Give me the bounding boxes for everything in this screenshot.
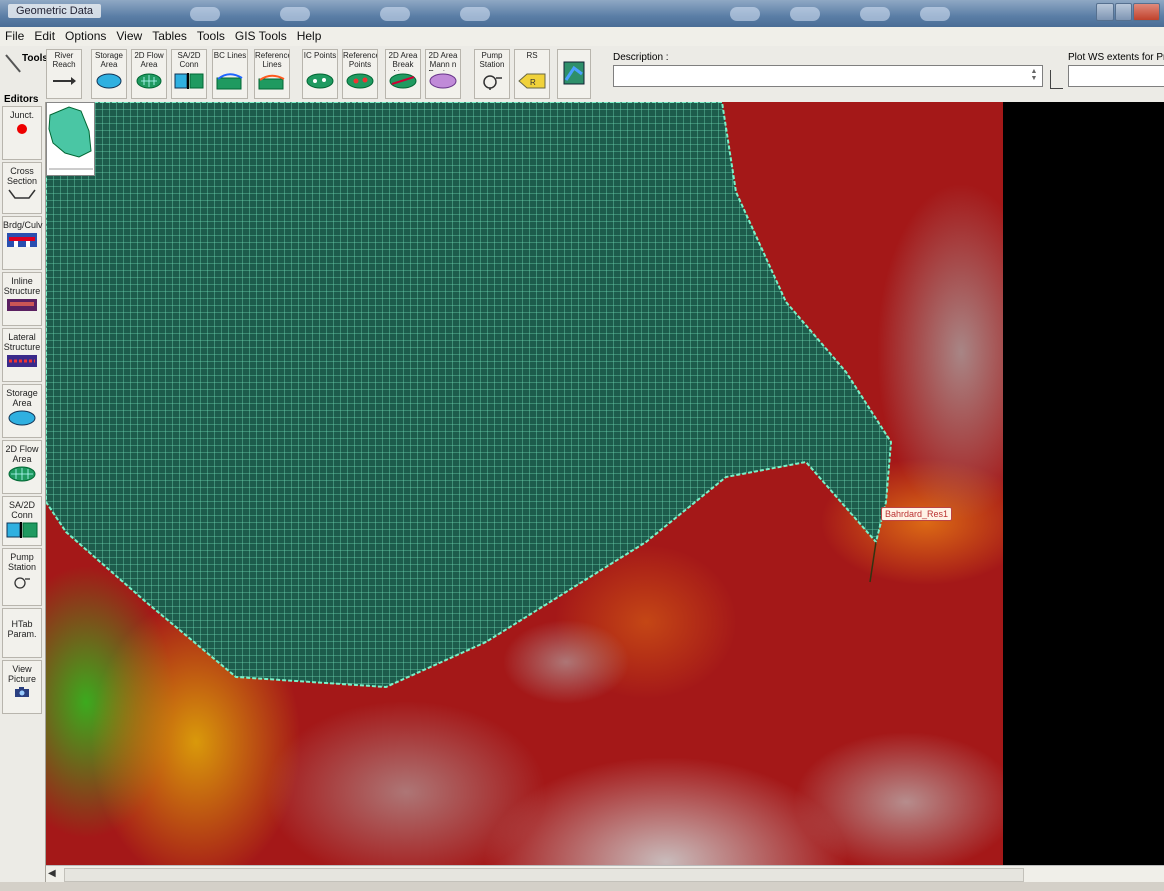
taskbar-icons: [180, 5, 964, 23]
cross-section-icon: [8, 189, 36, 199]
pump-station-editor-button[interactable]: Pump Station: [2, 548, 42, 606]
junction-icon: [17, 124, 27, 134]
plot-ws-label: Plot WS extents for Pro: [1068, 52, 1164, 63]
menu-file[interactable]: File: [5, 29, 25, 43]
reference-points-button[interactable]: Reference Points: [342, 49, 378, 99]
menu-tables[interactable]: Tables: [152, 29, 187, 43]
bridge-culvert-icon: [7, 233, 37, 247]
lateral-structure-icon: [7, 355, 37, 367]
sa-2d-conn-editor-button[interactable]: SA/2D Conn: [2, 496, 42, 546]
description-spinner[interactable]: ▲ ▼: [1030, 68, 1038, 82]
overview-map-icon: [48, 106, 93, 170]
htab-param-editor-button[interactable]: HTab Param.: [2, 608, 42, 658]
river-centerline: [869, 541, 877, 583]
junction-editor-button[interactable]: Junct.: [2, 106, 42, 160]
2d-flow-area-editor-icon: [8, 466, 36, 482]
reference-lines-icon: [258, 74, 285, 90]
unused-map-area: [1003, 102, 1164, 865]
scroll-thumb[interactable]: [64, 868, 1024, 882]
pointer-line-icon: [5, 54, 21, 73]
rs-icon: R: [518, 73, 546, 89]
flow-area-label[interactable]: Bahrdard_Res1: [881, 507, 953, 521]
2d-area-break-lines-icon: [389, 73, 417, 89]
menu-help[interactable]: Help: [296, 29, 322, 43]
plot-ws-input[interactable]: [1068, 65, 1164, 87]
terrain-overlay: [46, 102, 893, 689]
bc-lines-button[interactable]: BC Lines: [212, 49, 248, 99]
mann-n-regions-icon: [429, 73, 457, 89]
menu-tools[interactable]: Tools: [196, 29, 225, 43]
tools-label: Tools: [22, 53, 48, 64]
bc-lines-icon: [216, 73, 243, 90]
tools-label-area: Tools: [4, 48, 48, 100]
pump-station-icon: [483, 75, 502, 90]
river-reach-icon: [53, 77, 76, 85]
2d-area-break-lines-button[interactable]: 2D Area Break Lines: [385, 49, 421, 99]
editors-label: Editors: [4, 94, 39, 105]
sa-2d-conn-editor-icon: [6, 522, 38, 538]
sa-2d-conn-button[interactable]: SA/2D Conn: [171, 49, 207, 99]
pump-station-editor-icon: [14, 577, 30, 589]
ic-points-button[interactable]: IC Points: [302, 49, 338, 99]
2d-flow-area-mesh[interactable]: [46, 102, 893, 689]
reference-lines-button[interactable]: Reference Lines: [254, 49, 290, 99]
view-picture-button[interactable]: View Picture: [2, 660, 42, 714]
editors-panel: Editors Junct. Cross Section Brdg/Culv I…: [0, 94, 46, 891]
title-bar: Geometric Data: [0, 0, 1164, 27]
camera-icon: [15, 687, 29, 697]
river-reach-button[interactable]: River Reach: [46, 49, 82, 99]
scroll-left-icon[interactable]: ◀: [48, 868, 56, 879]
maximize-button[interactable]: [1114, 3, 1133, 21]
2d-flow-area-editor-button[interactable]: 2D Flow Area: [2, 440, 42, 494]
menu-bar: File Edit Options View Tables Tools GIS Tools H…: [0, 27, 1164, 47]
storage-area-button[interactable]: Storage Area: [91, 49, 127, 99]
menu-view[interactable]: View: [116, 29, 143, 43]
map-canvas[interactable]: [46, 102, 1003, 865]
window-controls: [1096, 3, 1161, 21]
inline-structure-editor-button[interactable]: Inline Structure: [2, 272, 42, 326]
inline-structure-icon: [7, 299, 37, 311]
menu-edit[interactable]: Edit: [34, 29, 56, 43]
rs-button[interactable]: RS R: [514, 49, 550, 99]
description-input[interactable]: [613, 65, 1043, 87]
window-title: Geometric Data: [8, 4, 102, 18]
svg-text:R: R: [530, 78, 536, 87]
cross-section-editor-button[interactable]: Cross Section: [2, 162, 42, 214]
pump-station-button[interactable]: Pump Station: [474, 49, 510, 99]
close-button[interactable]: [1133, 3, 1161, 21]
horizontal-scrollbar[interactable]: ◀: [46, 865, 1164, 883]
storage-area-editor-icon: [8, 410, 36, 426]
mann-n-regions-button[interactable]: 2D Area Mann n Regions: [425, 49, 461, 99]
gis-map-icon: [563, 61, 585, 85]
menu-gis-tools[interactable]: GIS Tools: [234, 29, 287, 43]
sa-2d-conn-icon: [174, 73, 204, 89]
minimize-button[interactable]: [1096, 3, 1114, 21]
2d-flow-area-button[interactable]: 2D Flow Area: [131, 49, 167, 99]
plot-ws-slider[interactable]: [1050, 70, 1063, 89]
bottom-frame: [0, 882, 1164, 891]
ic-points-icon: [306, 73, 334, 89]
storage-area-icon: [96, 73, 122, 89]
reference-points-icon: [346, 73, 374, 89]
lateral-structure-editor-button[interactable]: Lateral Structure: [2, 328, 42, 382]
2d-flow-area-icon: [136, 73, 162, 89]
bridge-culvert-editor-button[interactable]: Brdg/Culv: [2, 216, 43, 270]
description-label: Description :: [613, 52, 669, 63]
gis-map-button[interactable]: [557, 49, 591, 99]
storage-area-editor-button[interactable]: Storage Area: [2, 384, 42, 438]
overview-map[interactable]: [46, 102, 95, 176]
tools-toolbar: Tools River Reach Storage Area 2D Flow A…: [0, 46, 1164, 103]
menu-options[interactable]: Options: [65, 29, 107, 43]
